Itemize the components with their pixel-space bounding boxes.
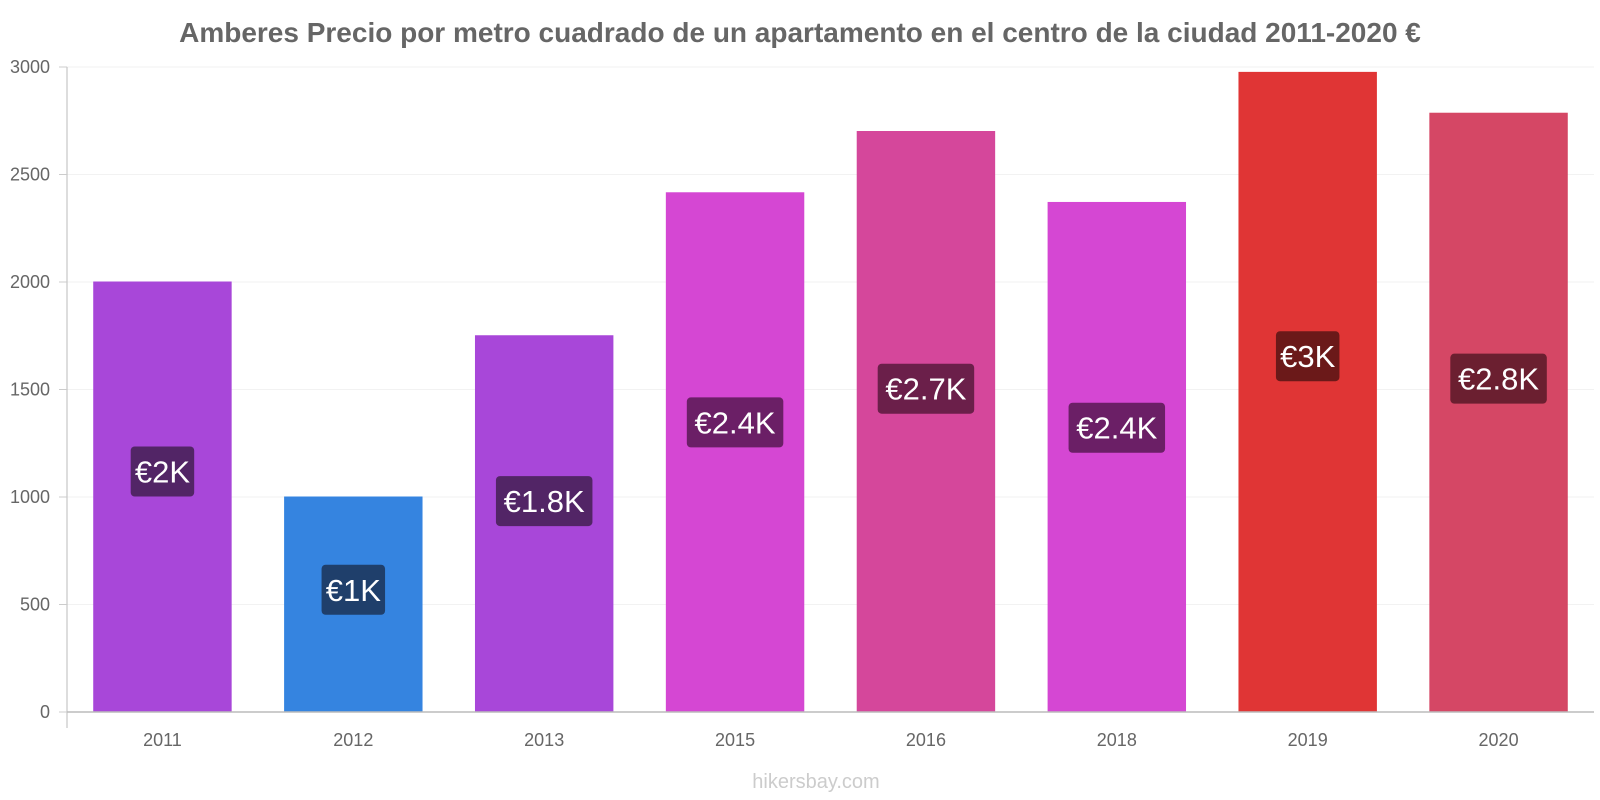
y-axis-ticks: 0 500 1000 1500 2000 2500 3000 (10, 57, 67, 722)
data-label: €2.4K (695, 405, 776, 440)
bar-2020 (1429, 112, 1568, 713)
data-label-badge (1275, 331, 1340, 382)
x-tick-label: 2011 (143, 730, 182, 750)
chart-title: Amberes Precio por metro cuadrado de un … (179, 17, 1421, 48)
data-label-badge (130, 446, 195, 497)
x-tick-label: 2015 (715, 730, 755, 750)
data-label-badge (321, 564, 386, 615)
y-tick-label: 0 (40, 702, 50, 722)
bar-2011 (93, 281, 232, 713)
y-tick-label: 1000 (10, 487, 50, 507)
x-tick-label: 2013 (524, 730, 564, 750)
x-tick-label: 2019 (1288, 730, 1328, 750)
data-label: €2K (135, 455, 190, 490)
y-tick-label: 500 (20, 595, 50, 615)
data-label: €2.4K (1076, 411, 1157, 446)
data-label: €1K (326, 573, 381, 608)
data-label: €1.8K (504, 484, 585, 519)
y-tick-label: 3000 (10, 57, 50, 77)
credit-text: hikersbay.com (752, 771, 879, 793)
x-tick-label: 2020 (1479, 730, 1519, 750)
x-tick-label: 2016 (906, 730, 946, 750)
data-label-badge (1068, 402, 1166, 453)
bar-2018 (1047, 201, 1187, 713)
data-label-badge (1450, 353, 1547, 404)
x-tick-label: 2012 (333, 730, 373, 750)
axes (66, 67, 1594, 728)
data-labels: €2K €1K €1.8K €2.4K €2.7K €2.4K €3K €2.8K (130, 331, 1547, 615)
data-label-badge (495, 476, 593, 527)
y-tick-label: 2000 (10, 272, 50, 292)
y-tick-label: 2500 (10, 165, 50, 185)
data-label: €2.7K (885, 372, 966, 407)
bar-2019 (1238, 71, 1377, 713)
bars (93, 71, 1568, 713)
data-label: €2.8K (1458, 362, 1539, 397)
y-tick-label: 1500 (10, 380, 50, 400)
data-label-badge (877, 363, 975, 414)
x-axis-ticks: 2011 2012 2013 2015 2016 2018 2019 2020 (143, 730, 1519, 750)
data-label-badge (686, 397, 784, 448)
data-label: €3K (1280, 339, 1335, 374)
bar-2016 (856, 131, 996, 713)
x-tick-label: 2018 (1097, 730, 1137, 750)
bar-2015 (665, 192, 805, 713)
